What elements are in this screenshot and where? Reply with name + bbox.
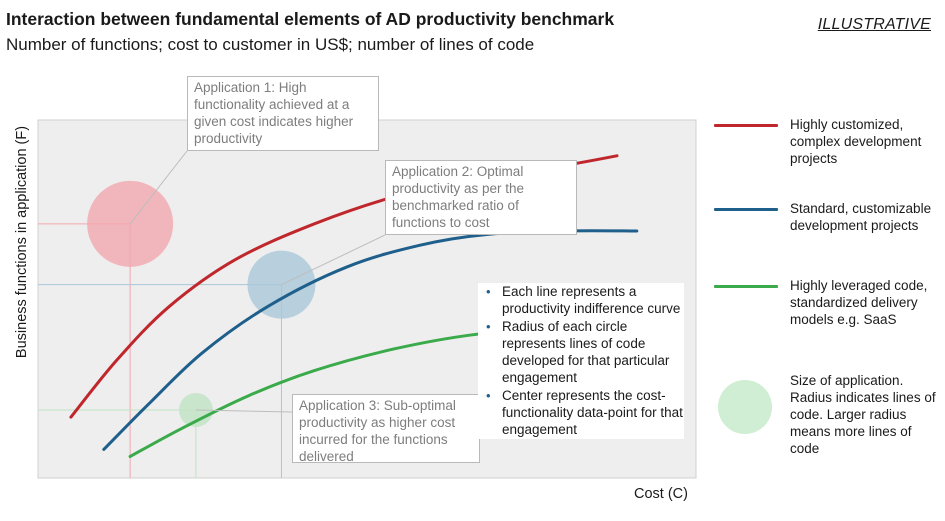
callout-leaders	[129, 150, 386, 413]
callout-leader-2	[281, 234, 386, 286]
legend-swatch-green	[714, 285, 778, 288]
callout-leader-3	[195, 409, 293, 413]
legend-item-standard: Standard, customizable development proje…	[714, 200, 944, 270]
legend-swatch-red	[714, 124, 778, 127]
x-axis-label: Cost (C)	[634, 486, 688, 502]
callout-application-3: Application 3: Sub-optimal productivity …	[292, 394, 480, 464]
notes-box: Each line represents a productivity indi…	[478, 283, 684, 439]
note-item: Center represents the cost-functionality…	[478, 387, 684, 438]
illustrative-tag: ILLUSTRATIVE	[817, 16, 931, 33]
note-item: Each line represents a productivity indi…	[478, 283, 684, 317]
note-item: Radius of each circle represents lines o…	[478, 318, 684, 386]
legend-item-customized: Highly customized, complex development p…	[714, 116, 944, 186]
legend-item-leveraged: Highly leveraged code, standardized deli…	[714, 277, 944, 347]
legend-item-bubble: Size of application. Radius indicates li…	[714, 372, 944, 462]
chart-subtitle: Number of functions; cost to customer in…	[6, 35, 535, 54]
legend-label: Standard, customizable development proje…	[790, 201, 932, 233]
callout-application-1: Application 1: High functionality achiev…	[187, 76, 379, 151]
legend-label: Highly customized, complex development p…	[790, 117, 922, 166]
callout-application-2: Application 2: Optimal productivity as p…	[385, 160, 577, 235]
callout-leader-1	[129, 150, 188, 225]
legend-label: Size of application. Radius indicates li…	[790, 373, 936, 456]
legend-label: Highly leveraged code, standardized deli…	[790, 278, 928, 327]
legend-bubble-circle	[718, 380, 772, 434]
chart-title: Interaction between fundamental elements…	[6, 9, 615, 29]
legend-swatch-blue	[714, 208, 778, 211]
y-axis-label: Business functions in application (F)	[14, 125, 30, 359]
